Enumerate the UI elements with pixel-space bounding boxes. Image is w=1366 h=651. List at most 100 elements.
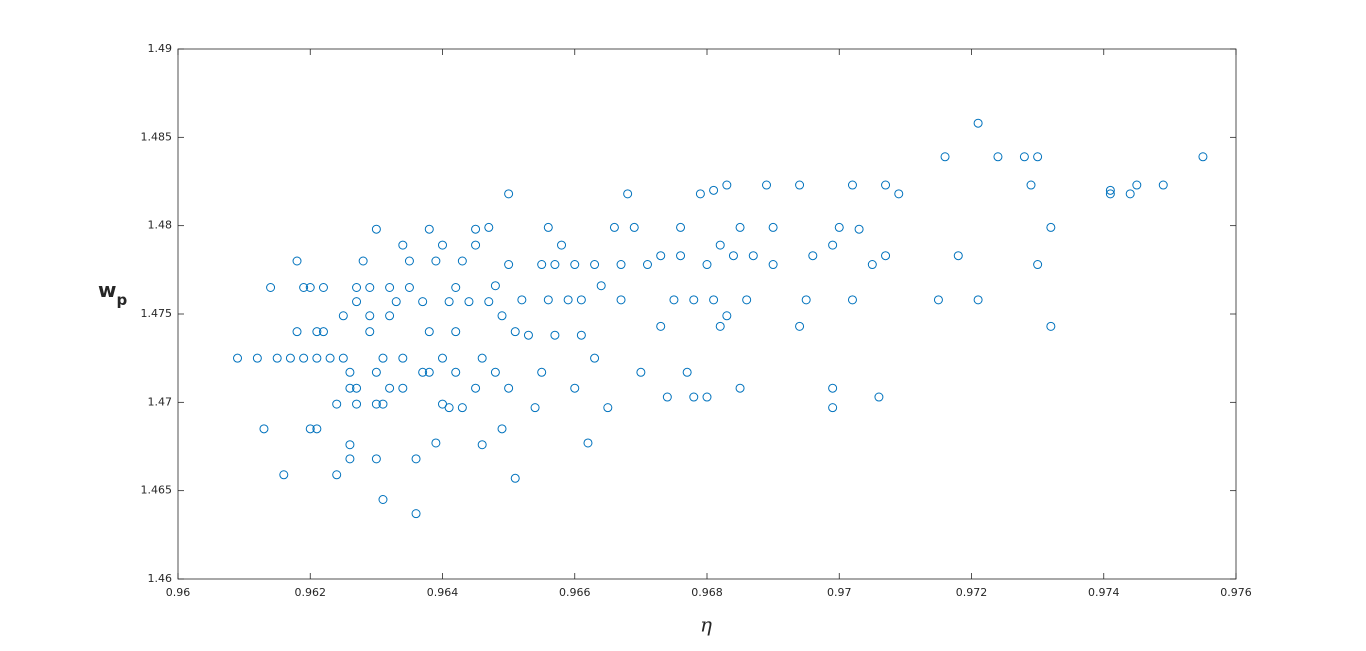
point xyxy=(537,260,547,270)
point xyxy=(352,297,362,307)
point xyxy=(325,353,335,363)
point xyxy=(418,367,428,377)
point xyxy=(504,383,514,393)
point xyxy=(834,222,844,232)
point xyxy=(722,180,732,190)
point xyxy=(371,224,381,234)
point xyxy=(385,283,395,292)
point xyxy=(345,367,355,377)
point xyxy=(874,392,884,402)
point xyxy=(312,424,322,434)
point xyxy=(471,383,481,393)
point xyxy=(1026,180,1036,190)
point xyxy=(305,424,315,434)
y-tick-label: 1.46 xyxy=(148,572,173,585)
point xyxy=(702,260,712,270)
point xyxy=(867,260,877,270)
point xyxy=(438,353,447,363)
point xyxy=(596,281,606,291)
point xyxy=(352,399,362,409)
point xyxy=(709,295,719,305)
point xyxy=(1046,222,1056,232)
point xyxy=(590,260,600,270)
point xyxy=(847,180,857,190)
point xyxy=(504,260,514,270)
x-tick-label: 0.97 xyxy=(827,586,852,599)
point xyxy=(451,367,461,377)
point xyxy=(828,403,838,413)
point xyxy=(484,222,494,232)
x-tick-label: 0.96 xyxy=(166,586,191,599)
point xyxy=(682,367,692,377)
point xyxy=(490,281,500,291)
point xyxy=(735,222,745,232)
x-tick-label: 0.972 xyxy=(956,586,988,599)
point xyxy=(477,353,487,363)
point xyxy=(259,424,269,434)
point xyxy=(464,297,474,307)
plot-frame xyxy=(177,48,1237,580)
point xyxy=(378,495,388,504)
point xyxy=(457,403,467,413)
point xyxy=(576,330,586,340)
point xyxy=(583,438,593,448)
point xyxy=(438,240,447,250)
point xyxy=(762,180,772,190)
y-tick-label: 1.49 xyxy=(148,42,173,55)
point xyxy=(385,383,395,393)
point xyxy=(1198,152,1208,162)
y-tick-label: 1.47 xyxy=(148,395,173,408)
point xyxy=(795,180,805,190)
point xyxy=(642,260,652,270)
point xyxy=(550,260,560,270)
x-tick-label: 0.976 xyxy=(1220,586,1252,599)
point xyxy=(497,311,507,321)
point xyxy=(662,392,672,402)
point xyxy=(299,353,309,363)
point xyxy=(576,295,586,305)
point xyxy=(292,256,302,266)
point xyxy=(424,224,434,234)
point xyxy=(676,222,686,232)
point xyxy=(854,224,864,234)
point xyxy=(378,353,388,363)
point xyxy=(616,260,626,270)
x-tick-label: 0.974 xyxy=(1088,586,1120,599)
x-tick-label: 0.968 xyxy=(691,586,723,599)
point xyxy=(689,392,699,402)
point xyxy=(279,470,289,480)
x-tick-label: 0.962 xyxy=(295,586,327,599)
point xyxy=(504,189,514,199)
point xyxy=(543,295,553,305)
point xyxy=(471,224,481,234)
point xyxy=(709,185,719,195)
point xyxy=(517,295,527,305)
point xyxy=(742,295,752,305)
point xyxy=(299,283,309,292)
point xyxy=(345,454,355,464)
point xyxy=(656,251,666,261)
point xyxy=(1158,180,1168,190)
point xyxy=(722,311,732,321)
point xyxy=(391,297,401,307)
point xyxy=(1033,152,1043,162)
point xyxy=(272,353,282,363)
point xyxy=(444,297,454,307)
point xyxy=(570,383,580,393)
point xyxy=(332,470,342,480)
point xyxy=(557,240,567,250)
point xyxy=(728,251,738,261)
x-tick-label: 0.966 xyxy=(559,586,591,599)
y-tick-label: 1.48 xyxy=(148,219,173,232)
x-tick-label: 0.964 xyxy=(427,586,459,599)
point xyxy=(695,189,705,199)
point xyxy=(543,222,553,232)
point xyxy=(570,260,580,270)
point xyxy=(398,240,408,250)
point xyxy=(847,295,857,305)
point xyxy=(431,438,441,448)
point xyxy=(424,367,434,377)
point xyxy=(398,383,408,393)
x-axis-label: η xyxy=(700,613,712,637)
point xyxy=(510,327,520,337)
